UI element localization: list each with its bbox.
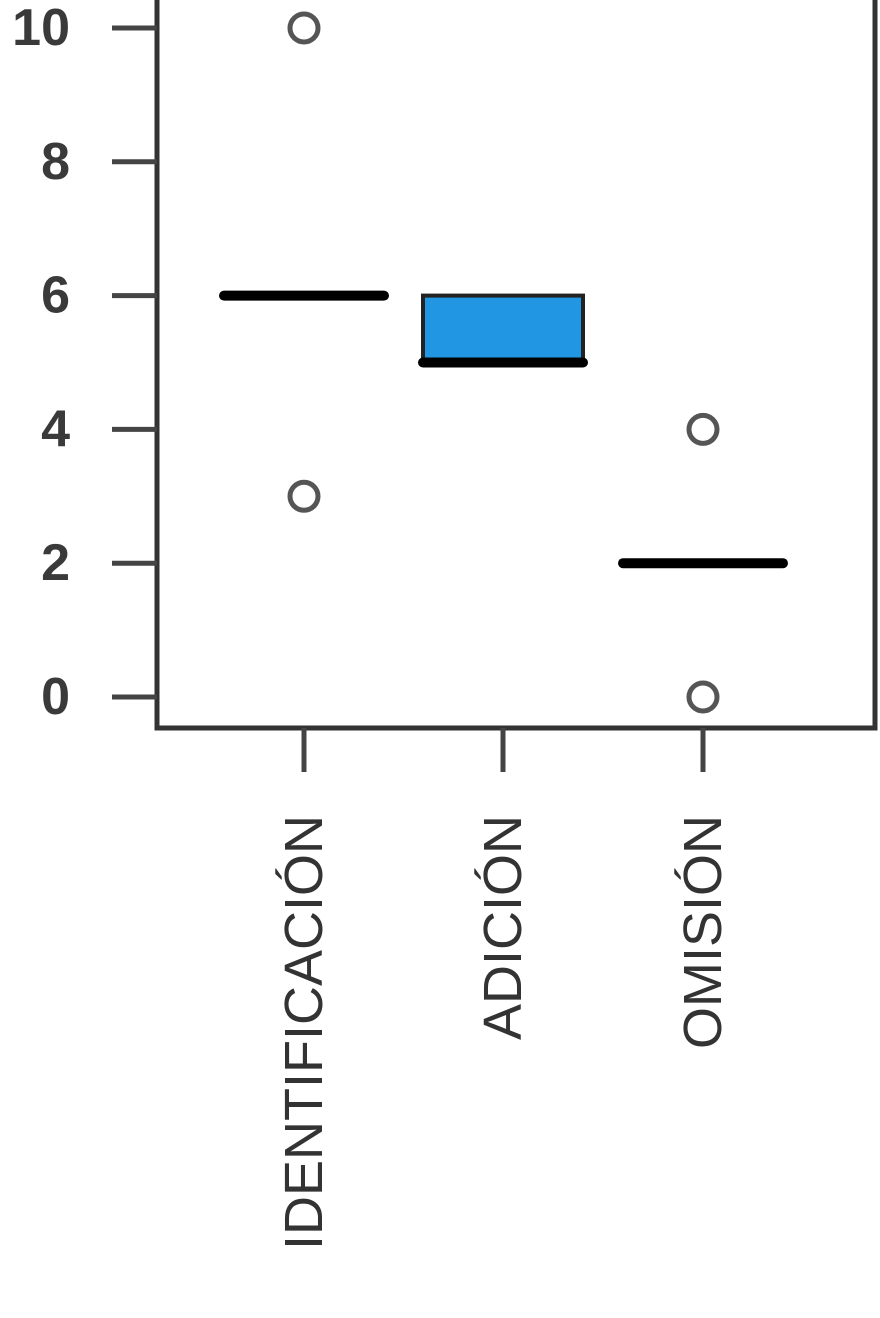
y-tick-label: 6 bbox=[41, 267, 70, 325]
box bbox=[421, 293, 585, 365]
outlier-point bbox=[287, 479, 321, 513]
y-tick-label: 2 bbox=[41, 534, 70, 592]
category-label: IDENTIFICACIÓN bbox=[274, 815, 334, 1250]
y-axis: 0 2 4 6 8 10 bbox=[12, 0, 157, 726]
category-label: OMISIÓN bbox=[673, 815, 733, 1049]
y-tick-label: 0 bbox=[41, 668, 70, 726]
box-group bbox=[219, 11, 389, 513]
x-axis: IDENTIFICACIÓN ADICIÓN OMISIÓN bbox=[274, 728, 733, 1250]
category-label: ADICIÓN bbox=[473, 815, 533, 1040]
y-tick-label: 4 bbox=[41, 400, 70, 458]
plot-frame bbox=[154, 0, 878, 731]
outlier-point bbox=[686, 412, 720, 446]
y-tick-label: 8 bbox=[41, 133, 70, 191]
boxes bbox=[219, 11, 788, 714]
box-group bbox=[618, 412, 788, 714]
outlier-point bbox=[686, 680, 720, 714]
box-group bbox=[418, 293, 588, 368]
outlier-point bbox=[287, 11, 321, 45]
y-tick-label: 10 bbox=[12, 0, 70, 57]
